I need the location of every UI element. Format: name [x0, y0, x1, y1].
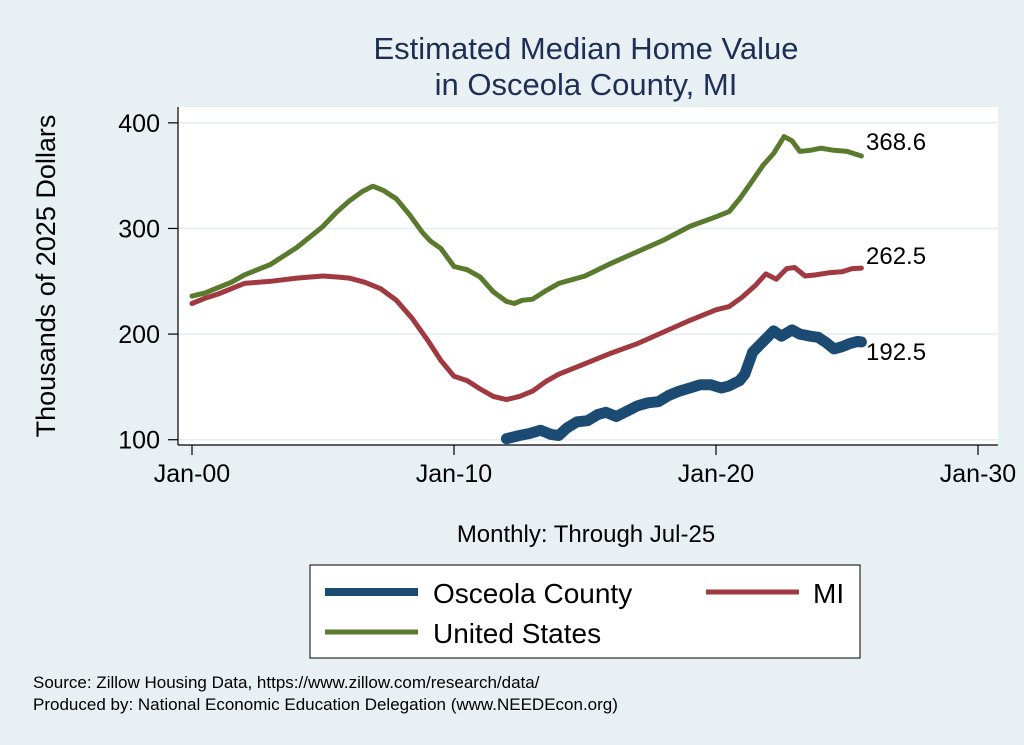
- chart-title-line-2: in Osceola County, MI: [435, 67, 738, 102]
- y-tick-label: 100: [118, 427, 160, 455]
- end-labels: 192.5 262.5 368.6: [866, 129, 926, 366]
- producer-note: Produced by: National Economic Education…: [33, 695, 618, 714]
- y-tick-label: 200: [118, 321, 160, 349]
- legend-label-osceola: Osceola County: [433, 578, 632, 609]
- grid-lines: [178, 122, 998, 441]
- series-line-mi: [189, 265, 864, 403]
- legend-label-us: United States: [433, 618, 601, 649]
- series-line-us: [189, 134, 864, 306]
- end-label-osceola: 192.5: [866, 339, 926, 366]
- y-tick-label: 300: [118, 215, 160, 243]
- legend-box: [309, 564, 861, 659]
- series-lines: [189, 134, 867, 445]
- x-tick-label: Jan-10: [416, 460, 492, 488]
- y-tick-label: 400: [118, 110, 160, 138]
- x-ticks: Jan-00 Jan-10 Jan-20 Jan-30: [154, 445, 1016, 488]
- end-label-mi: 262.5: [866, 243, 926, 270]
- x-tick-label: Jan-30: [940, 460, 1016, 488]
- series-line-osceola: [500, 324, 867, 445]
- end-label-us: 368.6: [866, 129, 926, 156]
- y-axis-label: Thousands of 2025 Dollars: [31, 115, 61, 438]
- legend-label-mi: MI: [813, 578, 844, 609]
- x-tick-label: Jan-00: [154, 460, 230, 488]
- x-tick-label: Jan-20: [678, 460, 754, 488]
- x-axis-label: Monthly: Through Jul-25: [457, 521, 715, 548]
- y-ticks: 100 200 300 400: [118, 110, 178, 455]
- legend: Osceola County MI United States: [309, 564, 861, 659]
- chart-title-line-1: Estimated Median Home Value: [373, 31, 798, 66]
- source-note: Source: Zillow Housing Data, https://www…: [33, 673, 540, 692]
